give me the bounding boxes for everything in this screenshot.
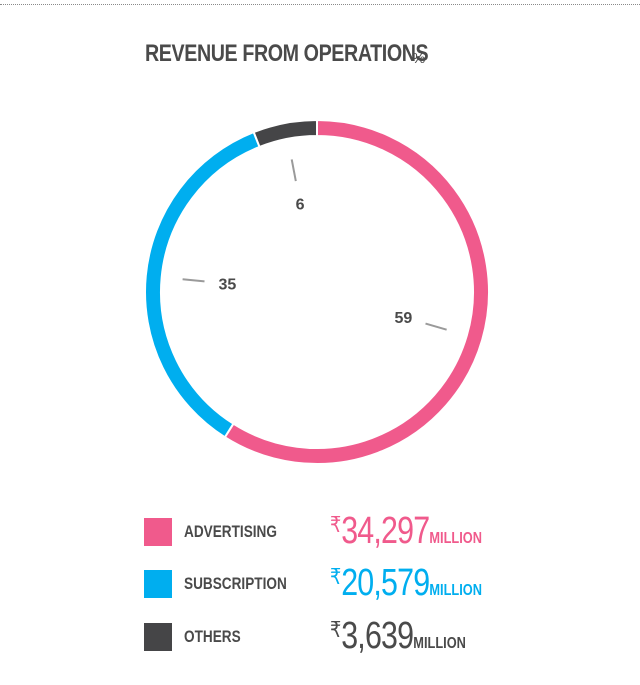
unit-suffix: MILLION [429,582,482,599]
leader-line [182,278,205,283]
donut-chart: 59 35 6 [144,118,491,465]
legend-item-subscription: SUBSCRIPTION ₹20,579MILLION [144,562,584,610]
legend-label: SUBSCRIPTION [184,574,287,593]
legend-swatch [144,518,172,546]
data-label: 59 [395,310,413,327]
donut-slice-advertising [223,118,491,465]
chart-title: REVENUE FROM OPERATIONS [145,40,429,67]
legend-value: ₹34,297MILLION [330,510,482,553]
currency-symbol: ₹ [330,617,342,642]
leader-line [425,322,447,331]
data-label: 35 [219,277,237,294]
legend-swatch [144,570,172,598]
chart-unit: % [412,50,426,67]
legend-value: ₹20,579MILLION [330,562,482,605]
currency-symbol: ₹ [330,564,342,589]
unit-suffix: MILLION [429,530,482,547]
currency-symbol: ₹ [330,512,342,537]
legend-item-others: OTHERS ₹3,639MILLION [144,615,584,663]
legend-swatch [144,623,172,651]
top-divider [0,4,640,5]
amount: 34,297 [341,510,430,552]
legend-label: ADVERTISING [184,522,277,541]
legend-item-advertising: ADVERTISING ₹34,297MILLION [144,510,584,558]
unit-suffix: MILLION [413,635,466,652]
donut-slice-others [252,118,318,149]
amount: 3,639 [341,615,414,657]
legend-label: OTHERS [184,627,241,646]
data-label: 6 [296,197,305,214]
legend-value: ₹3,639MILLION [330,615,466,658]
leader-line [290,159,297,182]
amount: 20,579 [341,562,430,604]
donut-slice-subscription [144,130,261,439]
